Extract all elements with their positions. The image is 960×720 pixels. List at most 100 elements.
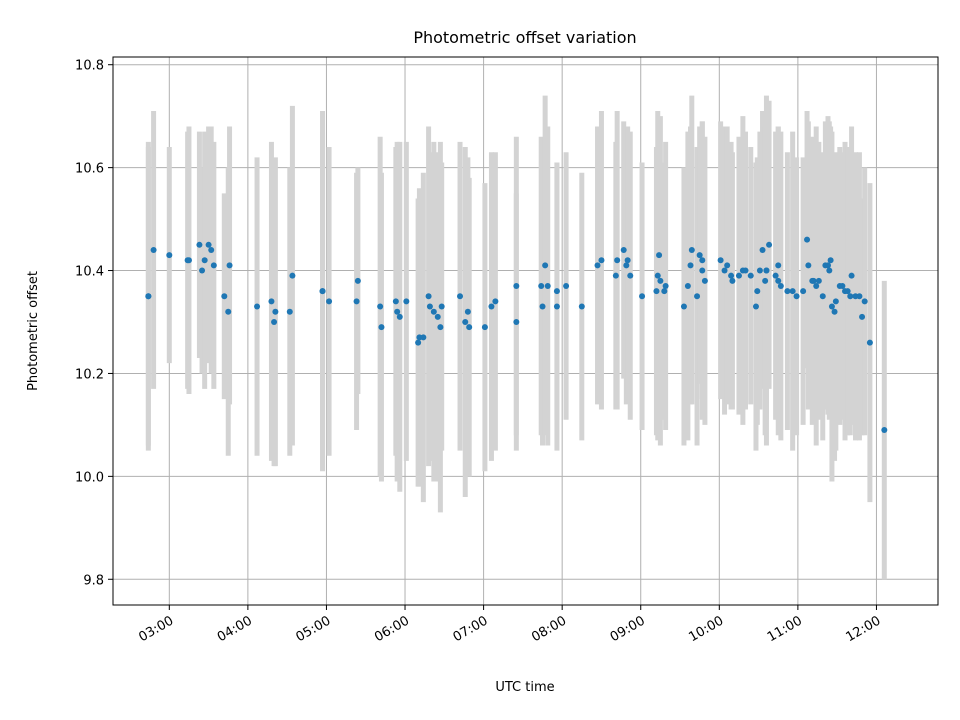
data-point xyxy=(656,252,663,259)
data-point xyxy=(221,293,228,300)
data-point xyxy=(696,252,703,259)
data-point xyxy=(694,293,701,300)
data-point xyxy=(226,262,233,269)
data-point xyxy=(553,288,560,295)
data-point xyxy=(763,267,770,274)
data-point xyxy=(680,303,687,310)
data-point xyxy=(688,246,695,253)
data-point xyxy=(225,308,232,315)
data-point xyxy=(286,308,293,315)
data-point xyxy=(756,267,763,274)
data-point xyxy=(624,257,631,264)
data-point xyxy=(662,282,669,289)
data-point xyxy=(539,303,546,310)
data-point xyxy=(208,246,215,253)
data-point xyxy=(289,272,296,279)
data-point xyxy=(425,293,432,300)
data-point xyxy=(544,282,551,289)
data-point xyxy=(762,277,769,284)
data-point xyxy=(639,293,646,300)
y-tick-label: 10.8 xyxy=(75,59,104,74)
data-point xyxy=(254,303,261,310)
data-point xyxy=(793,293,800,300)
data-point xyxy=(457,293,464,300)
data-point xyxy=(813,282,820,289)
data-point xyxy=(735,272,742,279)
data-point xyxy=(623,262,630,269)
data-point xyxy=(866,339,873,346)
data-point xyxy=(747,272,754,279)
data-point xyxy=(513,318,520,325)
data-point xyxy=(594,262,601,269)
data-point xyxy=(430,308,437,315)
data-point xyxy=(717,257,724,264)
data-point xyxy=(438,303,445,310)
data-point xyxy=(598,257,605,264)
data-point xyxy=(272,308,279,315)
data-point xyxy=(415,339,422,346)
data-point xyxy=(354,277,361,284)
data-point xyxy=(462,318,469,325)
data-point xyxy=(488,303,495,310)
data-point xyxy=(861,298,868,305)
data-point xyxy=(481,324,488,331)
data-point xyxy=(826,267,833,274)
data-point xyxy=(166,252,173,259)
data-point xyxy=(810,277,817,284)
data-point xyxy=(728,272,735,279)
data-point xyxy=(777,282,784,289)
data-point xyxy=(724,262,731,269)
data-point xyxy=(844,288,851,295)
y-tick-label: 10.0 xyxy=(75,470,104,485)
data-point xyxy=(620,246,627,253)
data-point xyxy=(268,298,275,305)
data-point xyxy=(199,267,206,274)
data-point xyxy=(464,308,471,315)
data-point xyxy=(563,282,570,289)
data-point xyxy=(612,272,619,279)
data-point xyxy=(326,298,333,305)
data-point xyxy=(800,288,807,295)
data-point xyxy=(319,288,326,295)
data-point xyxy=(832,298,839,305)
data-point xyxy=(614,257,621,264)
data-point xyxy=(538,282,545,289)
plot-frame xyxy=(112,56,939,606)
data-point xyxy=(271,318,278,325)
data-point xyxy=(513,282,520,289)
y-axis-label: Photometric offset xyxy=(26,271,41,391)
data-point xyxy=(196,241,203,248)
data-point xyxy=(687,262,694,269)
data-point xyxy=(185,257,192,264)
data-point xyxy=(859,313,866,320)
data-point xyxy=(653,288,660,295)
data-point xyxy=(466,324,473,331)
data-point xyxy=(721,267,728,274)
y-axis: 9.8 10.0 10.2 10.4 10.6 10.8 xyxy=(75,59,113,588)
data-point xyxy=(394,308,401,315)
data-point xyxy=(699,267,706,274)
data-point xyxy=(775,262,782,269)
data-point xyxy=(542,262,549,269)
data-point xyxy=(789,288,796,295)
data-point xyxy=(831,308,838,315)
data-point xyxy=(150,246,157,253)
data-point xyxy=(772,272,779,279)
data-point xyxy=(437,324,444,331)
data-point xyxy=(378,324,385,331)
data-point xyxy=(699,257,706,264)
data-point xyxy=(775,277,782,284)
data-point xyxy=(205,241,212,248)
data-point xyxy=(403,298,410,305)
data-point xyxy=(752,303,759,310)
data-point xyxy=(815,277,822,284)
data-point xyxy=(847,293,854,300)
data-point xyxy=(553,303,560,310)
data-point xyxy=(825,262,831,269)
data-point xyxy=(492,298,499,305)
data-point xyxy=(848,272,855,279)
data-point xyxy=(766,241,773,248)
data-point xyxy=(827,257,834,264)
